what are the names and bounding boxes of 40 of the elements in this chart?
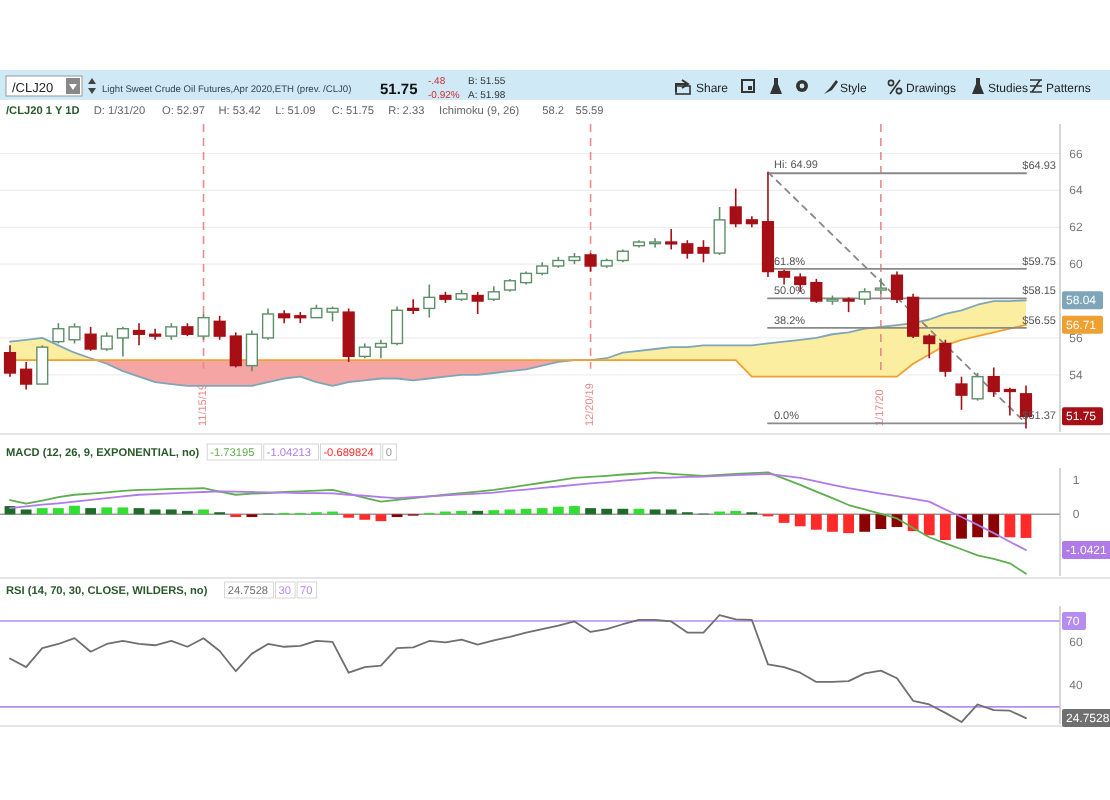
candlestick <box>100 331 113 352</box>
candlestick <box>713 206 726 256</box>
candlestick <box>890 270 904 304</box>
candlestick <box>261 307 275 341</box>
candlestick <box>213 315 226 341</box>
candlestick <box>665 228 678 251</box>
candlestick <box>874 278 887 295</box>
candlestick <box>955 375 968 411</box>
candlestick <box>342 307 355 363</box>
candlestick <box>697 239 710 264</box>
candlestick <box>20 361 33 391</box>
candlestick <box>36 344 49 385</box>
candlestick <box>390 305 404 347</box>
candlestick <box>52 322 65 345</box>
candlestick <box>939 338 952 378</box>
candlestick <box>971 372 984 402</box>
candlestick <box>68 322 81 345</box>
candlestick <box>987 366 1000 398</box>
candlestick <box>3 344 17 378</box>
candlestick <box>681 239 694 260</box>
candlestick <box>132 322 146 347</box>
candlestick <box>648 237 662 249</box>
candlestick <box>407 298 420 315</box>
candlestick <box>197 313 210 341</box>
candlestick <box>923 333 936 360</box>
candlestick <box>423 283 436 319</box>
candlestick <box>907 292 920 339</box>
candlestick <box>810 278 823 304</box>
candlestick <box>245 329 258 372</box>
line-series <box>9 472 1027 551</box>
candlestick <box>471 291 484 315</box>
line-series <box>9 471 1027 575</box>
candlestick <box>374 338 388 360</box>
line-series <box>9 614 1027 723</box>
candlestick <box>84 326 97 352</box>
candlestick <box>1003 386 1016 417</box>
candlestick <box>584 252 597 273</box>
candlestick <box>729 187 742 229</box>
candlestick <box>229 331 242 369</box>
candlestick <box>116 326 129 358</box>
